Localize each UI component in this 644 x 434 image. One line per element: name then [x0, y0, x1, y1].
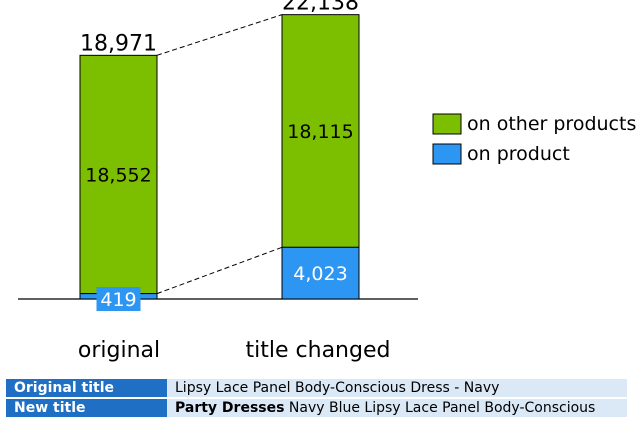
bar-title-changed-on-other-products: [281, 14, 360, 248]
legend-swatch-on-product: [432, 143, 462, 165]
new-title-value: Party Dresses Navy Blue Lipsy Lace Panel…: [167, 399, 627, 417]
stacked-bar-chart: 18,971 18,552 419 original 22,138 18,115 4,023…: [18, 0, 636, 363]
original-title-header: Original title: [6, 379, 167, 397]
original-title-value: Lipsy Lace Panel Body-Conscious Dress - …: [167, 379, 627, 397]
original-title-text: Lipsy Lace Panel Body-Conscious Dress - …: [175, 380, 500, 396]
legend-swatch-on-other-products: [432, 113, 462, 135]
segment-label-original-on-other-products: 18,552: [85, 164, 151, 186]
new-title-row: New title Party Dresses Navy Blue Lipsy …: [6, 399, 627, 417]
category-label-title-changed: title changed: [246, 338, 391, 363]
segment-label-original-on-product: 419: [100, 289, 136, 311]
legend-label-on-product: on product: [467, 143, 570, 165]
title-comparison-table: Original title Lipsy Lace Panel Body-Con…: [6, 377, 627, 419]
category-label-original: original: [78, 338, 160, 363]
bar-title-changed-on-product: [281, 246, 360, 300]
new-title-header: New title: [6, 399, 167, 417]
total-label-title-changed: 22,138: [282, 0, 359, 16]
total-label-original: 18,971: [80, 31, 157, 56]
segment-label-bg-original-on-product: [96, 287, 141, 311]
connector-line-on-product: [156, 246, 283, 295]
segment-label-title-changed-on-other-products: 18,115: [287, 121, 353, 143]
connector-line-totals: [156, 14, 283, 56]
original-title-row: Original title Lipsy Lace Panel Body-Con…: [6, 379, 627, 397]
legend-label-on-other-products: on other products: [467, 113, 636, 135]
segment-label-title-changed-on-product: 4,023: [293, 263, 347, 285]
new-title-text: Navy Blue Lipsy Lace Panel Body-Consciou…: [284, 400, 596, 416]
new-title-emphasis: Party Dresses: [175, 400, 285, 416]
